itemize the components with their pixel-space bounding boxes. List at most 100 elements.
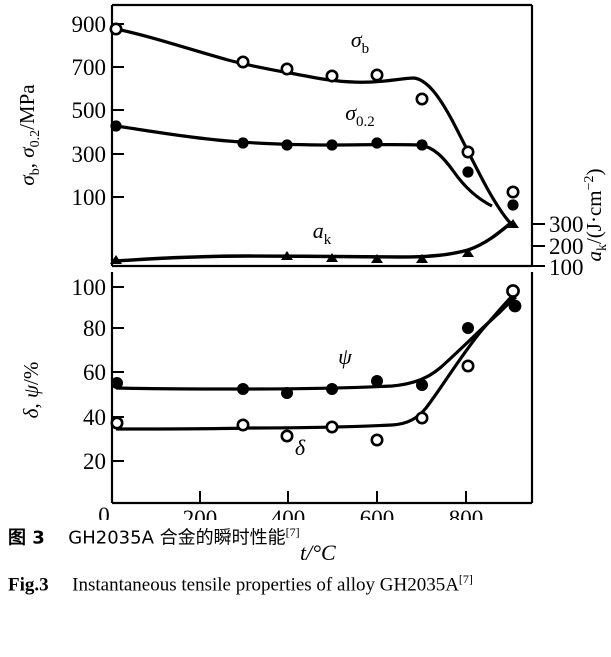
data-point [370,68,384,82]
series-delta-line [115,290,518,431]
data-point [416,379,428,391]
data-point [506,185,520,199]
bottom-left-axis-ticks [112,286,124,462]
data-point [325,420,339,434]
tick-60: 60 [83,360,106,385]
tick-x-400: 400 [271,506,306,520]
top-right-axis-ticks [532,223,545,267]
tick-right-300: 300 [549,212,584,237]
data-point [326,139,338,151]
tick-x-600: 600 [360,506,395,520]
data-point [416,254,428,263]
data-point [280,429,294,443]
data-point [506,284,520,298]
tick-100: 100 [72,185,107,210]
data-point [281,251,293,260]
data-point [508,299,522,313]
series-psi-points [111,299,522,399]
bottom-left-tick-labels: 100 80 60 40 20 [72,275,107,474]
caption-en-number: Fig.3 [8,574,49,596]
caption-en-text: Instantaneous tensile properties of allo… [72,574,459,596]
data-point [371,137,383,149]
tick-x-800: 800 [449,506,484,520]
data-point [462,322,474,334]
axis-title-exp: −2 [582,175,597,190]
svg-text:ak/(J·cm−2): ak/(J·cm−2) [582,168,610,261]
caption-en-ref: [7] [458,572,473,586]
data-point [280,62,294,76]
series-ak-points [110,219,519,264]
axis-title-sep2: , [19,398,43,409]
tick-right-100: 100 [549,255,584,280]
data-point [236,418,250,432]
tick-900: 900 [72,12,107,37]
data-point [507,219,519,228]
series-sigma-b-line [115,27,515,228]
tick-700: 700 [72,55,107,80]
data-point [461,359,475,373]
data-point [110,120,122,132]
data-point [370,433,384,447]
axis-title-a: a [582,251,606,262]
annotation-sigma-02: σ0.2 [345,100,375,130]
axis-title-sub-k: k [595,244,610,251]
data-point [281,139,293,151]
data-point [237,383,249,395]
tick-80: 80 [83,316,106,341]
annotation-sigma-b: σb [351,27,369,57]
caption-cn-ref: [7] [285,525,300,539]
axis-title-pct: /% [19,362,43,385]
data-point [462,248,474,257]
top-right-axis-title: ak/(J·cm−2) [582,168,610,261]
caption-english: Fig.3 Instantaneous tensile properties o… [8,572,473,598]
caption-cn-number: 图 3 [8,527,45,549]
bottom-panel-frame [110,272,534,505]
data-point [111,377,123,389]
chart-svg: 900 700 500 300 100 σb, σ0.2/MPa 300 200… [15,3,610,520]
data-point [325,69,339,83]
x-axis-title-wrap: t/°C [0,480,611,565]
axis-title-akunit: /(J·cm [582,190,606,244]
data-point [462,166,474,178]
data-point [461,145,475,159]
figure-container: 900 700 500 300 100 σb, σ0.2/MPa 300 200… [15,3,610,520]
x-axis-ticks [199,491,467,503]
top-left-axis-title: σb, σ0.2/MPa [15,84,43,186]
tick-100: 100 [72,275,107,300]
series-sigma-b-points [109,22,520,199]
axis-title-sep: , [15,158,39,169]
data-point [110,255,122,264]
annotation-ak: ak [313,218,332,248]
data-point [237,137,249,149]
svg-text:σb, σ0.2/MPa: σb, σ0.2/MPa [15,84,43,186]
data-point [281,387,293,399]
series-delta-points [110,284,520,447]
axis-title-sub-b: b [28,168,43,175]
top-left-tick-labels: 900 700 500 300 100 [72,12,107,210]
axis-title-unit: /MPa [15,84,39,130]
tick-right-200: 200 [549,234,584,259]
tick-500: 500 [72,98,107,123]
data-point [110,416,124,430]
tick-x-200: 200 [183,506,218,520]
data-point [415,411,429,425]
data-point [109,22,123,36]
top-panel-frame [110,3,534,268]
data-point [236,55,250,69]
tick-x-0: 0 [98,503,110,520]
series-psi-line [115,295,517,391]
data-point [326,253,338,262]
bottom-left-axis-title: δ, ψ/% [19,362,43,419]
series-sigma-02-line [115,124,493,208]
data-point [415,92,429,106]
data-point [326,383,338,395]
tick-20: 20 [83,449,106,474]
top-left-axis-ticks [112,23,124,198]
axis-title-close: ) [582,168,606,175]
caption-chinese: 图 3 GH2035A 合金的瞬时性能[7] [8,525,300,551]
axis-title-sigma: σ [15,174,39,186]
tick-40: 40 [83,405,106,430]
data-point [371,375,383,387]
axis-title-psi: ψ [19,384,43,398]
axis-title-delta: δ [19,407,43,418]
